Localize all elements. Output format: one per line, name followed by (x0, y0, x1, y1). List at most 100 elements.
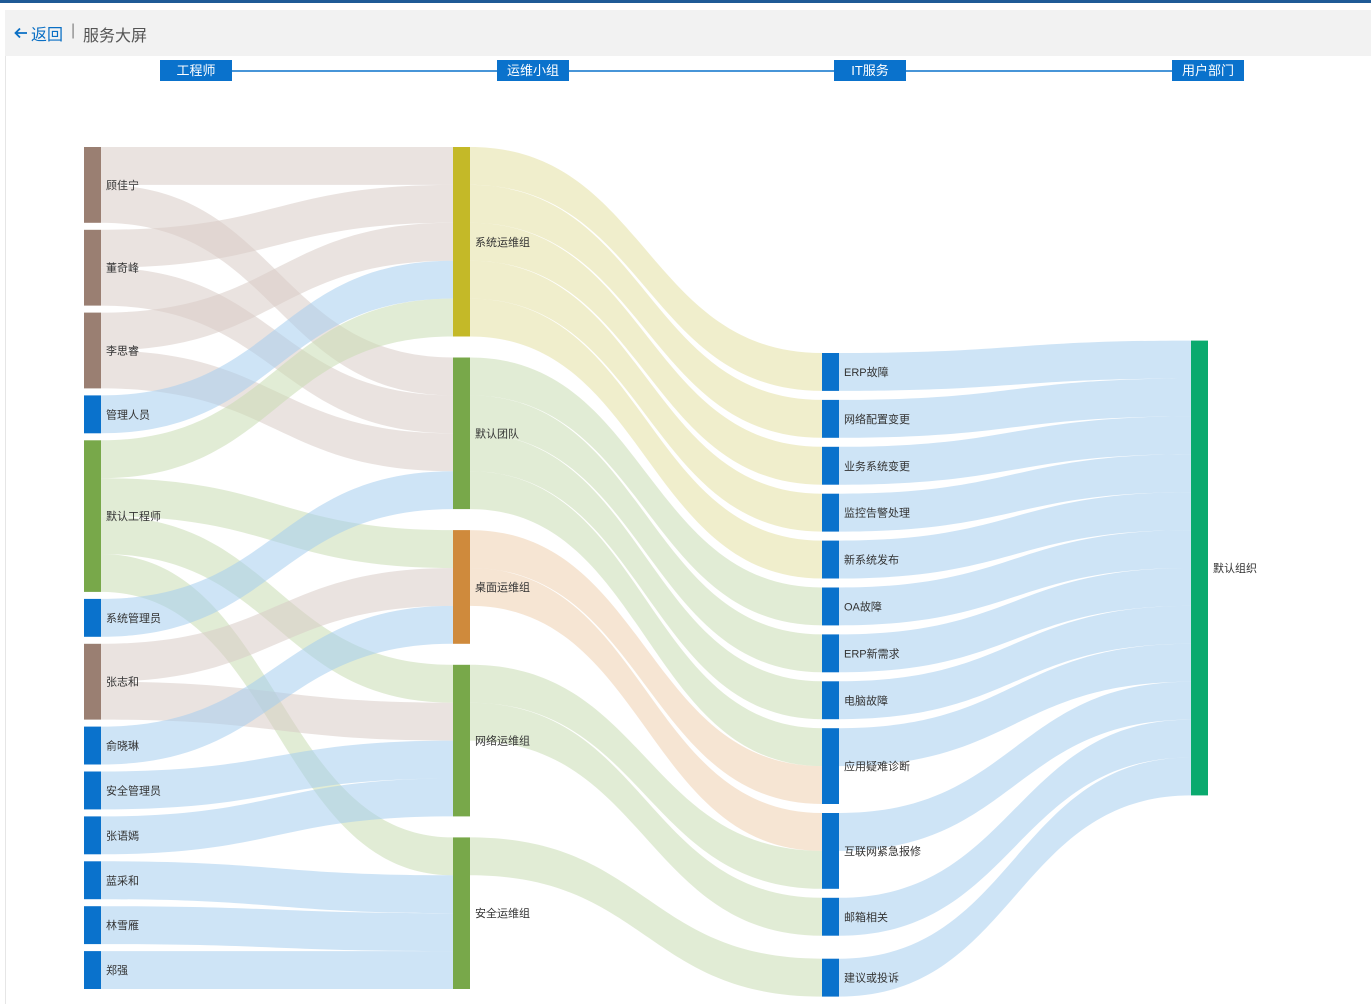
sankey-link[interactable] (470, 298, 822, 579)
sankey-node-label: 应用疑难诊断 (844, 759, 910, 773)
sankey-node[interactable] (453, 530, 470, 644)
sankey-node[interactable] (84, 395, 101, 434)
sankey-node[interactable] (822, 897, 839, 936)
sankey-node-label: 默认团队 (475, 426, 519, 440)
sankey-link[interactable] (101, 861, 453, 914)
header-separator: | (71, 22, 76, 39)
sankey-node-label: 业务系统变更 (844, 459, 910, 473)
sankey-node[interactable] (84, 229, 101, 306)
sankey-link[interactable] (839, 605, 1191, 720)
sankey-node[interactable] (822, 493, 839, 532)
sankey-link[interactable] (839, 681, 1191, 851)
sankey-node[interactable] (822, 446, 839, 485)
sankey-link[interactable] (470, 530, 822, 804)
sankey-node[interactable] (453, 837, 470, 989)
sankey-link[interactable] (839, 416, 1191, 485)
sankey-node[interactable] (84, 598, 101, 637)
sankey-link[interactable] (470, 664, 822, 889)
sankey-link[interactable] (839, 719, 1191, 936)
sankey-link[interactable] (101, 568, 453, 682)
sankey-node[interactable] (453, 664, 470, 817)
sankey-node[interactable] (84, 906, 101, 945)
sankey-link[interactable] (470, 433, 822, 720)
sankey-node-label: ERP新需求 (844, 646, 900, 660)
sankey-link[interactable] (101, 478, 453, 568)
sankey-link[interactable] (839, 757, 1191, 997)
sankey-link[interactable] (101, 681, 453, 741)
sankey-node[interactable] (453, 147, 470, 337)
sankey-node[interactable] (822, 958, 839, 997)
sankey-link[interactable] (101, 260, 453, 434)
stage-label: IT服务 (851, 63, 889, 78)
sankey-node[interactable] (822, 681, 839, 720)
sankey-node-label: 邮箱相关 (844, 910, 888, 924)
sankey-node[interactable] (84, 440, 101, 592)
sankey-link[interactable] (101, 951, 453, 989)
sankey-node[interactable] (1191, 340, 1208, 796)
back-label: 返回 (31, 27, 64, 44)
sankey-node-label: 安全运维组 (475, 906, 530, 920)
sankey-node[interactable] (84, 951, 101, 989)
sankey-link[interactable] (470, 222, 822, 485)
sankey-node[interactable] (822, 540, 839, 579)
sankey-node[interactable] (822, 587, 839, 626)
sankey-node[interactable] (822, 634, 839, 673)
sankey-node-label: 监控告警处理 (844, 506, 910, 520)
sankey-node-label: 蓝采和 (106, 874, 139, 887)
stage-tab: 工程师 (160, 60, 232, 81)
sankey-link[interactable] (470, 471, 822, 767)
sankey-node[interactable] (84, 771, 101, 810)
sankey-node-label: 安全管理员 (106, 783, 161, 797)
sankey-link[interactable] (470, 702, 822, 936)
sankey-link[interactable] (470, 184, 822, 438)
sankey-link[interactable] (839, 643, 1191, 767)
page-header: 返回 | 服务大屏 (5, 10, 1371, 56)
sankey-node[interactable] (822, 728, 839, 804)
sankey-link[interactable] (101, 740, 453, 810)
sankey-node-label: OA故障 (844, 599, 882, 613)
sankey-node-label: 林雪雁 (106, 918, 139, 932)
back-button[interactable]: 返回 (13, 22, 63, 44)
sankey-node-label: 建议或投诉 (844, 971, 899, 985)
stage-label: 运维小组 (507, 63, 559, 78)
sankey-link[interactable] (470, 568, 822, 851)
sankey-node-label: 电脑故障 (844, 693, 888, 707)
sankey-link[interactable] (839, 340, 1191, 391)
sankey-node-label: 张志和 (106, 676, 139, 689)
sankey-link[interactable] (101, 778, 453, 855)
sankey-link[interactable] (839, 492, 1191, 579)
sankey-link[interactable] (101, 147, 453, 185)
sankey-link[interactable] (839, 378, 1191, 438)
sankey-link[interactable] (101, 222, 453, 351)
sankey-node-label: 俞晓琳 (106, 739, 139, 753)
sankey-node[interactable] (84, 147, 101, 223)
sankey-link[interactable] (839, 454, 1191, 532)
sankey-link[interactable] (101, 471, 453, 637)
sankey-link[interactable] (470, 260, 822, 532)
sankey-node[interactable] (84, 816, 101, 855)
sankey-node[interactable] (84, 312, 101, 389)
sankey-node-label: 系统运维组 (475, 235, 530, 249)
sankey-link[interactable] (470, 395, 822, 673)
sankey-link[interactable] (101, 184, 453, 268)
sankey-link[interactable] (101, 605, 453, 765)
sankey-link[interactable] (101, 298, 453, 479)
sankey-node[interactable] (822, 399, 839, 438)
sankey-link[interactable] (101, 906, 453, 952)
sankey-node[interactable] (84, 643, 101, 720)
sankey-link[interactable] (470, 147, 822, 391)
sankey-node[interactable] (822, 813, 839, 889)
sankey-node-label: 顾佳宁 (106, 178, 139, 192)
stage-label: 工程师 (176, 63, 215, 78)
sankey-link[interactable] (839, 568, 1191, 673)
sankey-node[interactable] (84, 861, 101, 900)
sankey-node[interactable] (822, 353, 839, 391)
sankey-node[interactable] (84, 726, 101, 765)
sankey-node[interactable] (453, 357, 470, 510)
sankey-link[interactable] (470, 837, 822, 997)
sankey-link[interactable] (839, 530, 1191, 626)
sankey-link[interactable] (101, 350, 453, 472)
sankey-link[interactable] (470, 357, 822, 626)
frame-border (5, 56, 6, 1004)
